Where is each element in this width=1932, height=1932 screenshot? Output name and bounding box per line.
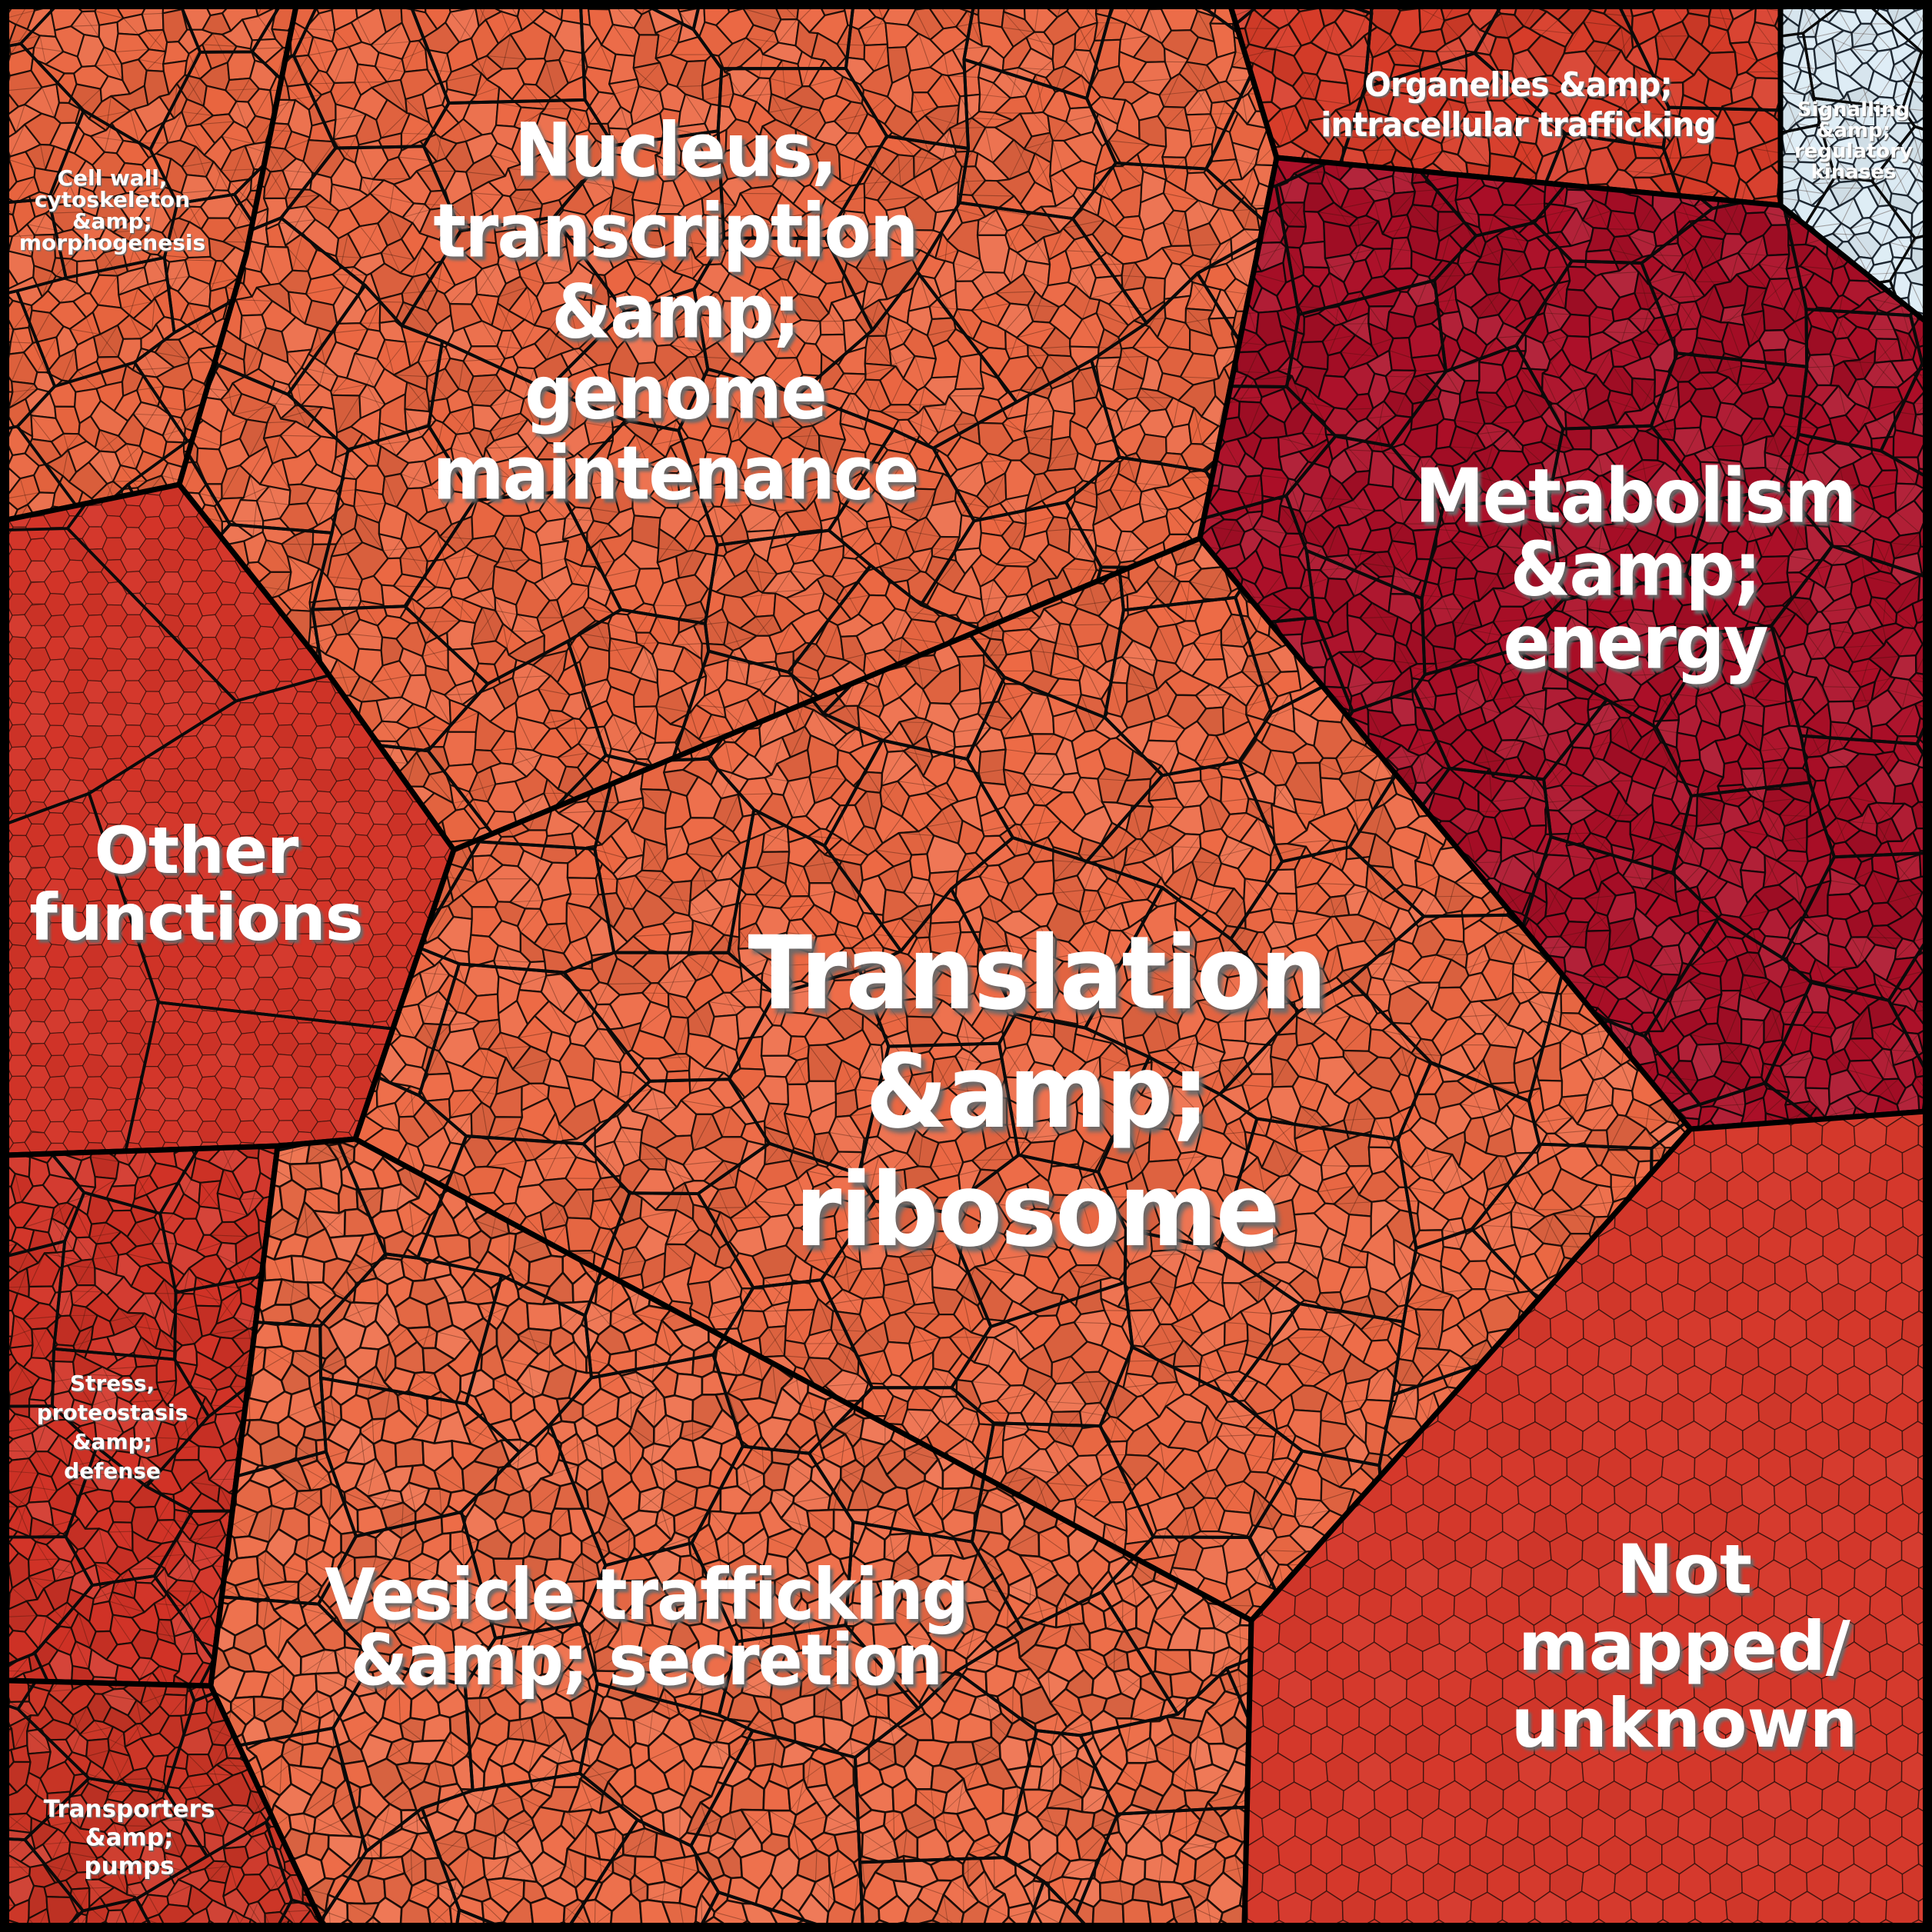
label-line: &amp; <box>1510 525 1762 613</box>
label-line: genome <box>525 349 828 436</box>
region-label-organelles: Organelles &amp; intracellular trafficki… <box>1321 65 1716 145</box>
label-line: &amp; <box>85 1824 174 1852</box>
label-line: &amp; <box>865 1033 1209 1151</box>
label-line: unknown <box>1511 1684 1858 1763</box>
label-line: transcription <box>433 188 918 275</box>
label-line: Translation <box>748 914 1327 1033</box>
label-line: &amp; <box>1816 119 1891 142</box>
label-line: &amp; <box>72 208 152 234</box>
region-label-not-mapped: Not mapped/ unknown <box>1511 1531 1858 1762</box>
label-line: Nucleus, <box>514 107 838 194</box>
region-notmapped[interactable] <box>1214 1088 1932 1932</box>
label-line: Vesicle trafficking <box>324 1554 969 1636</box>
label-line: ribosome <box>794 1151 1280 1270</box>
label-line: Organelles &amp; <box>1364 65 1673 105</box>
region-label-metabolism: Metabolism &amp; energy <box>1414 452 1857 686</box>
region-label-cell-wall: Cell wall, cytoskeleton &amp; morphogene… <box>19 168 205 254</box>
label-line: Signalling <box>1797 98 1910 122</box>
region-label-signalling: Signalling &amp; regulatory kinases <box>1794 100 1913 183</box>
label-line: mapped/ <box>1518 1607 1850 1686</box>
region-stress[interactable] <box>0 990 446 1875</box>
label-line: maintenance <box>432 430 919 517</box>
region-label-other-functions: Other functions <box>29 813 363 955</box>
region-label-stress: Stress, proteostasis &amp; defense <box>37 1369 188 1486</box>
label-line: proteostasis <box>36 1400 188 1425</box>
region-cellwall[interactable] <box>0 0 410 655</box>
region-label-transporters: Transporters &amp; pumps <box>44 1796 215 1881</box>
label-line: &amp; secretion <box>350 1619 944 1701</box>
region-label-translation: Translation &amp; ribosome <box>748 914 1327 1270</box>
label-line: pumps <box>84 1852 175 1880</box>
label-line: intracellular trafficking <box>1321 105 1716 145</box>
label-line: Transporters <box>43 1795 215 1824</box>
label-line: morphogenesis <box>18 230 206 255</box>
label-line: energy <box>1503 598 1768 686</box>
label-line: &amp; <box>72 1429 152 1454</box>
label-line: &amp; <box>551 268 800 355</box>
label-line: Metabolism <box>1414 452 1857 540</box>
label-line: regulatory <box>1794 140 1914 163</box>
label-line: Other <box>94 813 299 888</box>
region-vesicle[interactable] <box>14 1064 1415 1932</box>
label-line: defense <box>64 1458 161 1484</box>
label-line: Not <box>1616 1530 1753 1609</box>
label-line: functions <box>29 880 363 955</box>
label-line: Stress, <box>69 1371 155 1396</box>
region-label-vesicle: Vesicle trafficking &amp; secretion <box>324 1554 969 1701</box>
region-label-nucleus: Nucleus, transcription &amp; genome main… <box>432 107 919 517</box>
label-line: Cell wall, <box>57 165 168 191</box>
label-line: cytoskeleton <box>34 187 191 212</box>
label-line: kinases <box>1810 161 1897 184</box>
region-translation[interactable] <box>167 376 1846 1714</box>
